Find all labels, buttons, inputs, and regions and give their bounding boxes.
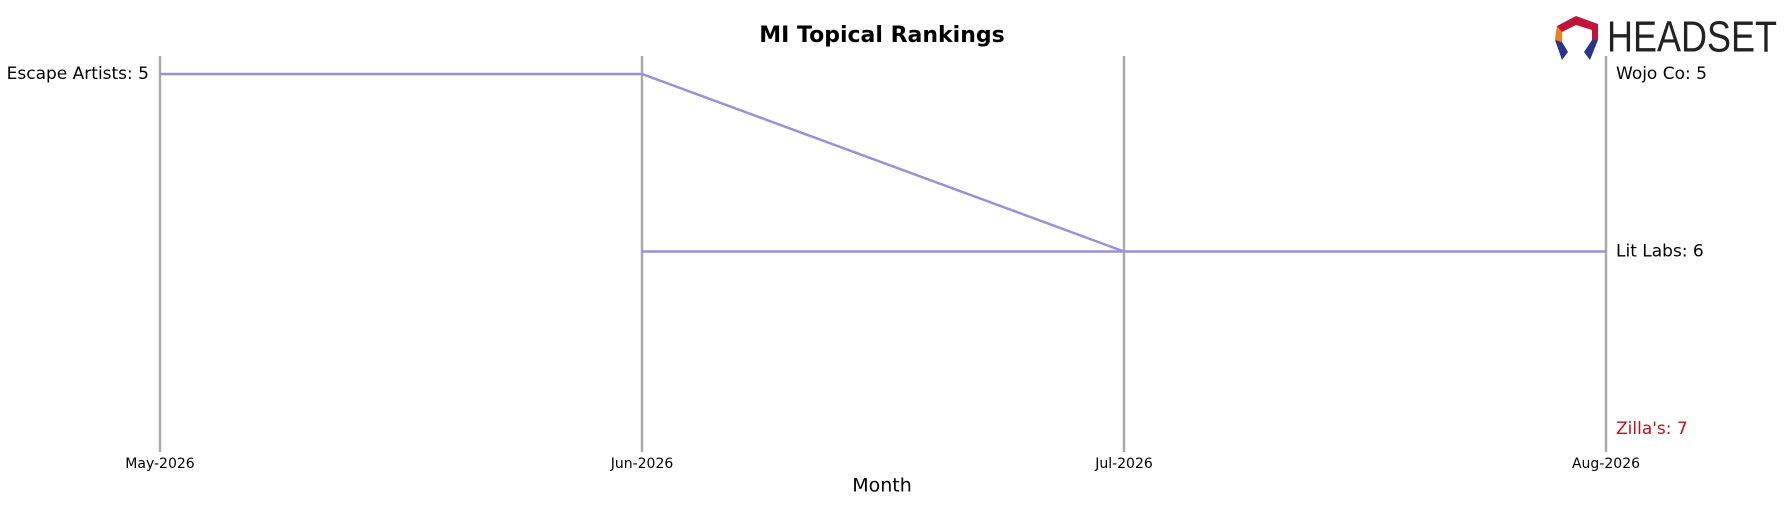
- rank-line: [160, 72, 1125, 253]
- series-label: Escape Artists: 5: [7, 64, 149, 84]
- logo-mark: [1555, 16, 1598, 42]
- x-tick-label: Jul-2026: [1094, 456, 1153, 472]
- x-tick-label: Aug-2026: [1572, 456, 1640, 472]
- chart-title: MI Topical Rankings: [759, 23, 1004, 48]
- logo-mark: [1555, 26, 1562, 42]
- x-tick-label: Jun-2026: [610, 456, 674, 472]
- series-label: Lit Labs: 6: [1616, 242, 1704, 262]
- series-label: Zilla's: 7: [1616, 419, 1688, 439]
- logo-mark: [1584, 40, 1598, 60]
- series-label: Wojo Co: 5: [1616, 64, 1707, 84]
- x-axis-label: Month: [852, 475, 912, 497]
- logo: HEADSET: [1555, 13, 1777, 62]
- logo-mark: [1555, 40, 1568, 60]
- logo-text: HEADSET: [1607, 13, 1777, 62]
- x-tick-label: May-2026: [125, 456, 194, 472]
